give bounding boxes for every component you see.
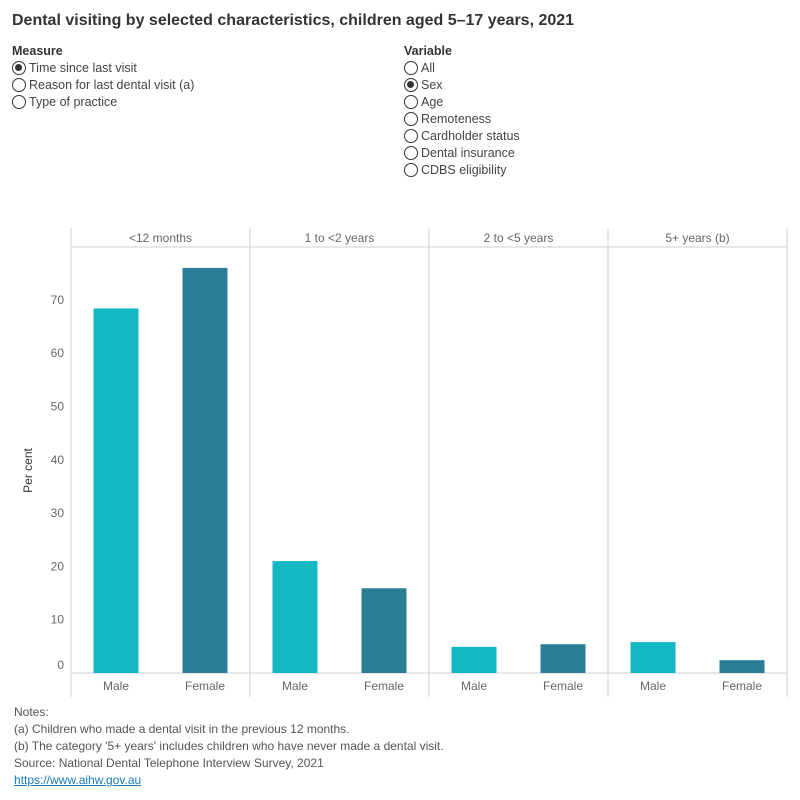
bar-chart: 0 10 20 30 40 50 60 70 Per cent <12 months Male Fem… <box>21 228 788 697</box>
y-tick-label: 40 <box>51 453 65 467</box>
panel-header-label: <12 months <box>129 231 192 245</box>
y-tick-label: 50 <box>51 400 65 414</box>
variable-filter: Variable All Sex Age Remoteness Cardhold… <box>404 44 520 178</box>
radio-icon <box>12 77 26 92</box>
measure-filter: Measure Time since last visit Reason for… <box>12 44 194 110</box>
variable-label: Variable <box>404 44 452 58</box>
x-category-label: Female <box>543 679 583 693</box>
panel-header-label: 2 to <5 years <box>484 231 554 245</box>
bar <box>540 644 586 673</box>
radio-icon <box>12 94 26 109</box>
measure-option-type-of-practice[interactable]: Type of practice <box>12 93 194 110</box>
panel-header-label: 5+ years (b) <box>665 231 729 245</box>
bar <box>272 561 318 673</box>
panel-header-label: 1 to <2 years <box>305 231 375 245</box>
radio-icon <box>404 94 418 109</box>
radio-icon <box>404 77 418 92</box>
bar <box>451 646 497 673</box>
x-category-label: Male <box>103 679 129 693</box>
x-category-label: Female <box>364 679 404 693</box>
x-category-label: Male <box>640 679 666 693</box>
source-note: Source: National Dental Telephone Interv… <box>14 756 324 770</box>
bar <box>719 660 765 673</box>
variable-option-dental-insurance[interactable]: Dental insurance <box>404 144 520 161</box>
measure-label: Measure <box>12 44 63 58</box>
y-axis-label: Per cent <box>21 447 35 492</box>
y-tick-label: 0 <box>57 658 64 672</box>
variable-option-remoteness[interactable]: Remoteness <box>404 110 520 127</box>
variable-option-sex[interactable]: Sex <box>404 76 520 93</box>
radio-icon <box>404 128 418 143</box>
x-category-label: Male <box>461 679 487 693</box>
y-tick-label: 10 <box>51 613 65 627</box>
measure-option-time-since-last-visit[interactable]: Time since last visit <box>12 59 194 76</box>
x-category-label: Female <box>185 679 225 693</box>
x-category-label: Male <box>282 679 308 693</box>
note-a: (a) Children who made a dental visit in … <box>14 722 350 736</box>
measure-option-reason-for-last-visit[interactable]: Reason for last dental visit (a) <box>12 76 194 93</box>
y-tick-label: 60 <box>51 346 65 360</box>
bar <box>182 267 228 673</box>
notes-heading: Notes: <box>14 705 49 719</box>
bar <box>93 308 139 673</box>
x-category-label: Female <box>722 679 762 693</box>
bar <box>361 588 407 673</box>
y-tick-label: 30 <box>51 506 65 520</box>
aihw-link[interactable]: https://www.aihw.gov.au <box>14 773 142 787</box>
radio-icon <box>404 111 418 126</box>
chart-title: Dental visiting by selected characterist… <box>12 12 575 29</box>
notes: Notes: (a) Children who made a dental vi… <box>14 704 444 789</box>
radio-icon <box>12 60 26 75</box>
variable-option-cdbs-eligibility[interactable]: CDBS eligibility <box>404 161 520 178</box>
y-tick-label: 20 <box>51 559 65 573</box>
variable-option-all[interactable]: All <box>404 59 520 76</box>
y-tick-label: 70 <box>51 293 65 307</box>
note-b: (b) The category '5+ years' includes chi… <box>14 739 444 753</box>
bar <box>630 642 676 673</box>
radio-icon <box>404 145 418 160</box>
variable-option-age[interactable]: Age <box>404 93 520 110</box>
radio-icon <box>404 60 418 75</box>
variable-option-cardholder-status[interactable]: Cardholder status <box>404 127 520 144</box>
radio-icon <box>404 162 418 177</box>
